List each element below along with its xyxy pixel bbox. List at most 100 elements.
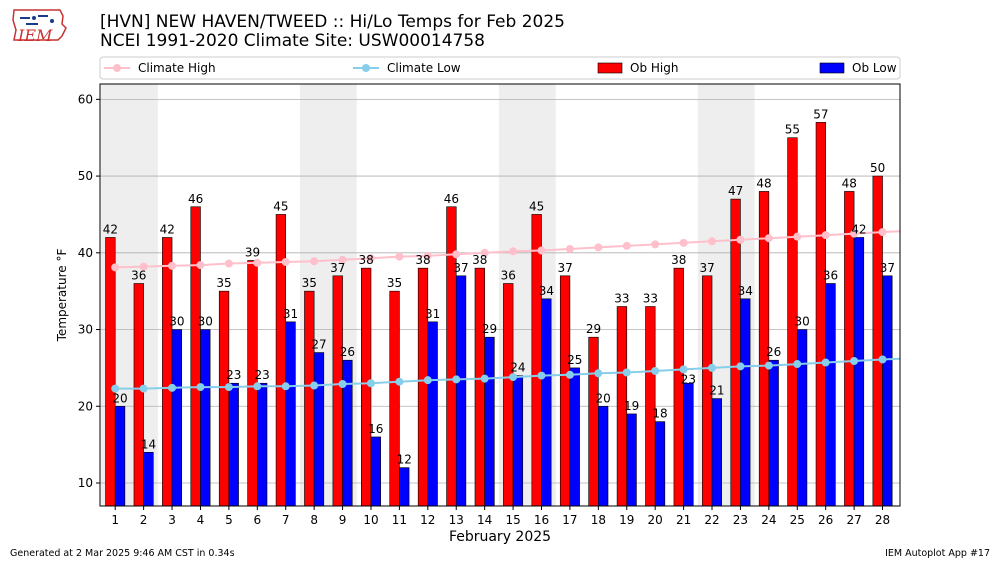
- low-label-24: 26: [766, 345, 781, 359]
- low-label-18: 20: [596, 391, 611, 405]
- y-tick-label-20: 20: [78, 399, 93, 413]
- climate-high-point-9: [338, 255, 347, 264]
- legend-swatch-ob-high: [597, 62, 623, 74]
- low-label-17: 25: [567, 353, 582, 367]
- high-label-28: 50: [870, 161, 885, 175]
- high-bar-21: [673, 267, 684, 507]
- low-label-11: 12: [397, 453, 412, 467]
- high-bar-16: [531, 214, 542, 507]
- high-label-14: 38: [472, 253, 487, 267]
- high-label-16: 45: [529, 199, 544, 213]
- climate-high-point-21: [679, 238, 688, 247]
- climate-high-point-7: [281, 258, 290, 267]
- x-tick-label-15: 15: [505, 513, 520, 527]
- high-bar-28: [872, 175, 883, 507]
- climate-low-point-25: [793, 360, 802, 369]
- x-tick-label-4: 4: [197, 513, 205, 527]
- x-tick-label-9: 9: [339, 513, 347, 527]
- high-bar-15: [503, 283, 514, 507]
- low-bar-3: [171, 329, 183, 507]
- low-bar-8: [313, 352, 325, 507]
- high-bar-12: [417, 267, 429, 507]
- low-label-3: 30: [169, 315, 184, 329]
- x-tick-label-23: 23: [733, 513, 748, 527]
- high-label-19: 33: [614, 292, 629, 306]
- x-tick-label-2: 2: [140, 513, 148, 527]
- climate-low-point-23: [736, 362, 745, 371]
- climate-low-point-21: [679, 365, 688, 374]
- x-tick-label-7: 7: [282, 513, 290, 527]
- low-bar-27: [853, 237, 865, 507]
- x-tick-label-3: 3: [168, 513, 176, 527]
- low-bar-24: [768, 359, 779, 507]
- x-tick-label-12: 12: [420, 513, 435, 527]
- climate-high-point-27: [850, 229, 859, 238]
- high-label-15: 36: [501, 268, 516, 282]
- high-label-12: 38: [415, 253, 430, 267]
- climate-low-point-3: [168, 383, 177, 392]
- x-tick-label-13: 13: [449, 513, 464, 527]
- high-label-8: 35: [302, 276, 317, 290]
- x-tick-label-18: 18: [591, 513, 606, 527]
- climate-low-point-24: [764, 361, 773, 370]
- low-bar-26: [825, 283, 836, 507]
- climate-high-point-14: [480, 248, 489, 257]
- high-label-17: 37: [557, 261, 572, 275]
- low-bar-19: [626, 413, 637, 507]
- high-label-18: 29: [586, 322, 601, 336]
- x-tick-label-10: 10: [363, 513, 378, 527]
- climate-low-point-10: [366, 379, 375, 388]
- climate-high-point-17: [565, 244, 574, 253]
- high-label-21: 38: [671, 253, 686, 267]
- climate-high-point-19: [622, 241, 631, 250]
- low-label-9: 26: [340, 345, 355, 359]
- low-bar-1: [114, 405, 126, 507]
- low-bar-16: [541, 298, 552, 507]
- high-bar-8: [304, 290, 315, 507]
- climate-high-point-28: [878, 228, 887, 237]
- high-bar-14: [474, 267, 485, 507]
- low-label-13: 37: [453, 261, 468, 275]
- low-label-23: 34: [738, 284, 753, 298]
- low-label-6: 23: [254, 368, 269, 382]
- high-label-11: 35: [387, 276, 402, 290]
- low-label-27: 42: [851, 222, 866, 236]
- title-line-2: NCEI 1991-2020 Climate Site: USW00014758: [100, 31, 485, 51]
- legend-label-ob-low: Ob Low: [852, 61, 897, 75]
- climate-low-point-19: [622, 368, 631, 377]
- bars: [105, 122, 893, 507]
- climate-low-point-11: [395, 377, 404, 386]
- bar-labels: 42 36 42 46 35 39 45 35 37 38 35 38 46 38 36 45 37 29 33 33…: [103, 107, 895, 466]
- legend-swatch-ob-low: [819, 62, 845, 74]
- low-bar-14: [484, 336, 495, 507]
- climate-high-point-25: [793, 232, 802, 241]
- climate-low-point-2: [139, 384, 148, 393]
- low-label-25: 30: [794, 315, 809, 329]
- low-bar-17: [569, 367, 580, 507]
- climate-high-point-12: [423, 251, 432, 260]
- high-label-9: 37: [330, 261, 345, 275]
- high-bar-7: [275, 214, 287, 507]
- climate-low-point-6: [253, 382, 262, 391]
- low-bar-10: [370, 436, 381, 507]
- low-bar-23: [740, 298, 751, 507]
- high-label-22: 37: [700, 261, 715, 275]
- climate-high-point-26: [821, 231, 830, 240]
- logo-text: IEM: [18, 26, 53, 45]
- climate-low-point-12: [423, 376, 432, 385]
- legend-marker-climate-high: [113, 64, 121, 72]
- low-label-1: 20: [112, 392, 127, 406]
- climate-high-point-15: [509, 247, 518, 256]
- climate-low-point-27: [850, 356, 859, 365]
- low-bar-21: [683, 382, 694, 507]
- app-id: IEM Autoplot App #17: [885, 548, 990, 559]
- climate-high-point-20: [651, 240, 660, 249]
- high-bar-18: [588, 336, 599, 507]
- x-tick-label-14: 14: [477, 513, 492, 527]
- legend-marker-climate-low: [362, 64, 370, 72]
- high-bar-1: [105, 237, 116, 507]
- climate-high-point-10: [366, 254, 375, 263]
- climate-high-point-4: [196, 261, 205, 270]
- x-tick-label-20: 20: [648, 513, 663, 527]
- high-label-20: 33: [643, 292, 658, 306]
